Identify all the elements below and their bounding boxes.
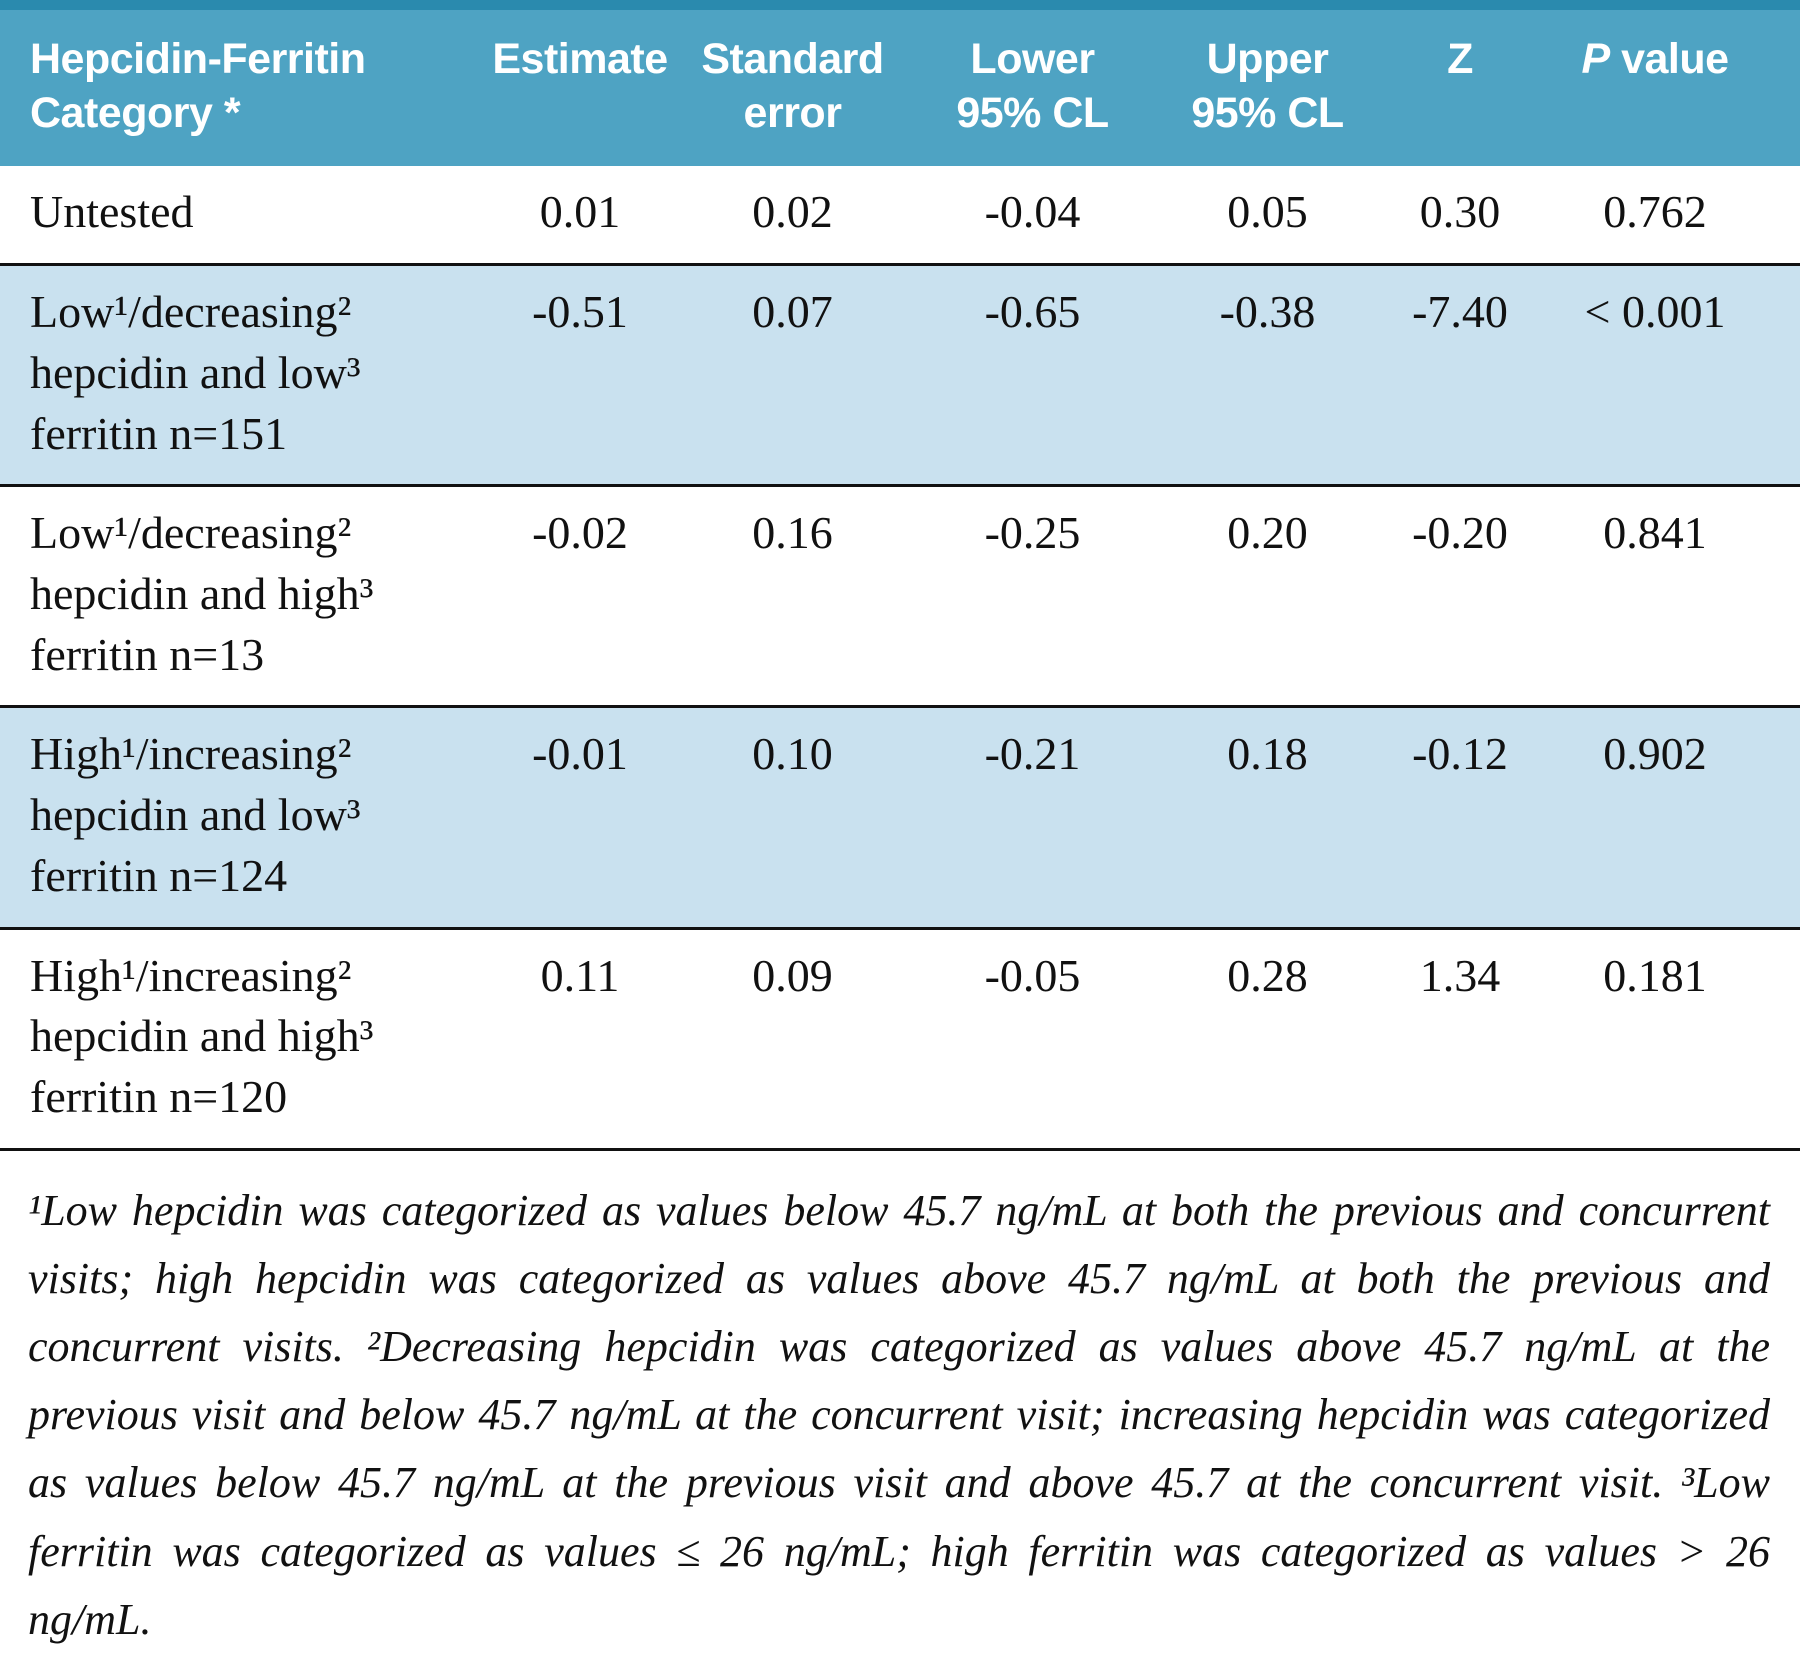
standard-error-cell: 0.07: [752, 286, 833, 338]
lower-cl-cell: -0.05: [984, 949, 1081, 1001]
header-lower-cl-line-1: Lower: [970, 35, 1095, 83]
category-line: ferritin n=13: [30, 628, 265, 680]
table-top-border: [0, 0, 1800, 10]
lower-cl-cell: -0.21: [984, 728, 1081, 780]
estimate-cell: -0.01: [532, 728, 628, 780]
category-line: hepcidin and low³: [30, 789, 361, 841]
z-cell: -0.20: [1412, 507, 1508, 559]
table-footnote: ¹Low hepcidin was categorized as values …: [0, 1147, 1800, 1670]
upper-cl-cell: 0.18: [1227, 728, 1308, 780]
header-standard-error: Standard error: [670, 30, 915, 140]
table-row: Untested 0.01 0.02 -0.04 0.05 0.30 0.762: [0, 166, 1800, 263]
header-z-label: Z: [1447, 35, 1473, 83]
standard-error-cell: 0.09: [752, 949, 833, 1001]
category-cell: Low¹/decreasing² hepcidin and high³ ferrit…: [30, 501, 490, 685]
p-value-cell: < 0.001: [1584, 286, 1726, 338]
upper-cl-cell: 0.20: [1227, 507, 1308, 559]
header-lower-cl-line-2: 95% CL: [956, 89, 1109, 138]
table-row: High¹/increasing² hepcidin and low³ ferrit…: [0, 705, 1800, 927]
estimate-cell: 0.11: [540, 949, 620, 1001]
p-value-cell: 0.762: [1603, 186, 1707, 238]
category-line: ferritin n=120: [30, 1070, 288, 1122]
header-p-rest: value: [1621, 35, 1729, 83]
header-standard-error-line-2: error: [743, 89, 842, 138]
category-cell: High¹/increasing² hepcidin and high³ ferri…: [30, 944, 490, 1128]
header-p-value: P value: [1535, 30, 1775, 140]
lower-cl-cell: -0.65: [984, 286, 1081, 338]
table-row: High¹/increasing² hepcidin and high³ ferri…: [0, 926, 1800, 1148]
p-value-cell: 0.902: [1603, 728, 1707, 780]
estimate-cell: -0.51: [532, 286, 628, 338]
standard-error-cell: 0.16: [752, 507, 833, 559]
header-upper-cl: Upper 95% CL: [1150, 30, 1385, 140]
category-cell: High¹/increasing² hepcidin and low³ ferrit…: [30, 722, 490, 906]
table-body: Untested 0.01 0.02 -0.04 0.05 0.30 0.762…: [0, 166, 1800, 1147]
category-line: Low¹/decreasing²: [30, 286, 352, 338]
header-upper-cl-line-2: 95% CL: [1191, 89, 1344, 138]
category-cell: Low¹/decreasing² hepcidin and low³ ferriti…: [30, 280, 490, 464]
upper-cl-cell: 0.28: [1227, 949, 1308, 1001]
header-category: Hepcidin-Ferritin Category *: [30, 30, 490, 140]
category-line: High¹/increasing²: [30, 949, 352, 1001]
z-cell: 1.34: [1419, 949, 1501, 1001]
header-p-italic: P: [1581, 35, 1610, 83]
header-z: Z: [1385, 30, 1535, 140]
p-value-cell: 0.181: [1603, 949, 1707, 1001]
category-line: Untested: [30, 186, 194, 238]
header-lower-cl: Lower 95% CL: [915, 30, 1150, 140]
z-cell: 0.30: [1419, 186, 1501, 238]
category-line: hepcidin and high³: [30, 567, 374, 619]
table-header-row: Hepcidin-Ferritin Category * Estimate St…: [0, 10, 1800, 167]
header-category-line-2: Category *: [30, 89, 241, 138]
header-estimate-label: Estimate: [492, 35, 668, 83]
category-line: ferritin n=151: [30, 407, 288, 459]
estimate-cell: -0.02: [532, 507, 628, 559]
header-upper-cl-line-1: Upper: [1206, 35, 1329, 83]
standard-error-cell: 0.10: [752, 728, 833, 780]
p-value-cell: 0.841: [1603, 507, 1707, 559]
table-row: Low¹/decreasing² hepcidin and low³ ferriti…: [0, 263, 1800, 485]
upper-cl-cell: -0.38: [1219, 286, 1316, 338]
standard-error-cell: 0.02: [752, 186, 833, 238]
category-line: hepcidin and low³: [30, 346, 361, 398]
category-cell: Untested: [30, 180, 490, 243]
category-line: Low¹/decreasing²: [30, 507, 352, 559]
lower-cl-cell: -0.25: [984, 507, 1081, 559]
estimate-cell: 0.01: [539, 186, 621, 238]
z-cell: -7.40: [1412, 286, 1508, 338]
category-line: ferritin n=124: [30, 849, 288, 901]
table-row: Low¹/decreasing² hepcidin and high³ ferrit…: [0, 484, 1800, 705]
header-standard-error-line-1: Standard: [701, 35, 884, 83]
z-cell: -0.12: [1412, 728, 1508, 780]
category-line: hepcidin and high³: [30, 1010, 374, 1062]
category-line: High¹/increasing²: [30, 728, 352, 780]
header-p-value-label: P value: [1535, 32, 1775, 86]
header-category-line-1: Hepcidin-Ferritin: [30, 35, 366, 83]
upper-cl-cell: 0.05: [1227, 186, 1308, 238]
lower-cl-cell: -0.04: [984, 186, 1081, 238]
header-estimate: Estimate: [490, 30, 670, 140]
